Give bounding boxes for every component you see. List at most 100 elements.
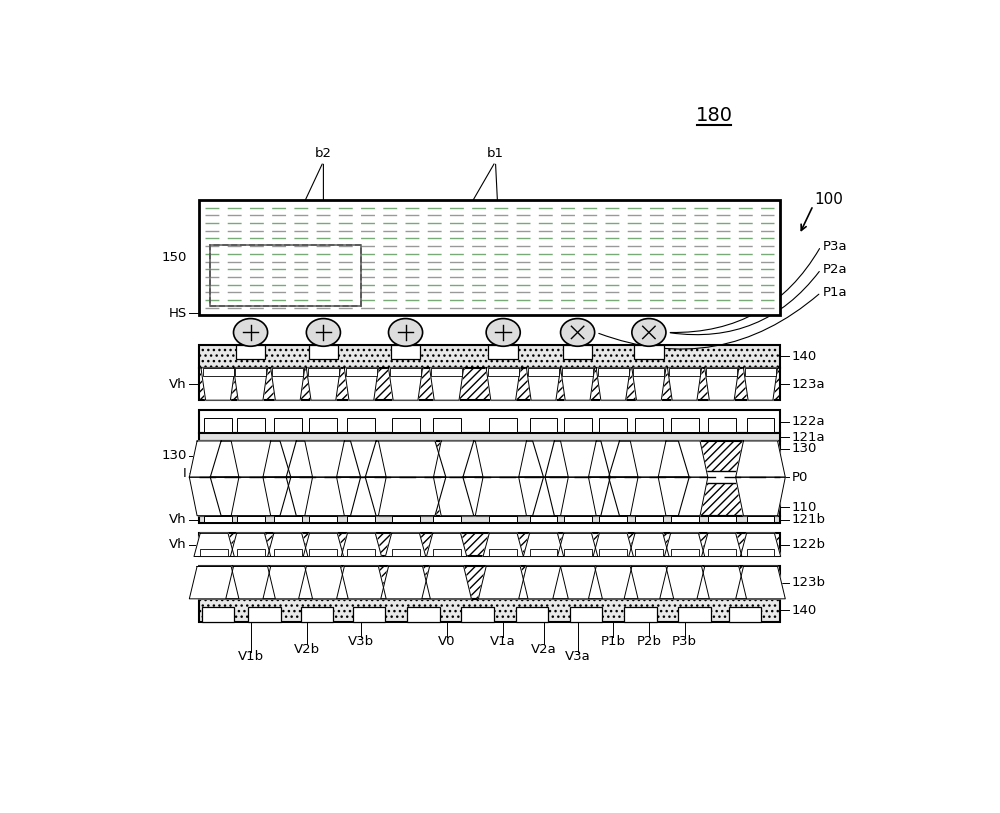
Polygon shape — [624, 567, 674, 599]
Bar — [347, 418, 375, 432]
Bar — [237, 418, 264, 432]
Bar — [516, 606, 548, 622]
Text: 140: 140 — [792, 350, 817, 363]
Text: HS: HS — [169, 307, 187, 320]
Bar — [390, 367, 421, 376]
Bar — [236, 345, 265, 359]
Bar — [309, 345, 338, 359]
Polygon shape — [660, 567, 709, 599]
Text: V3b: V3b — [348, 635, 374, 648]
Polygon shape — [593, 533, 633, 556]
Bar — [199, 441, 780, 515]
Polygon shape — [306, 367, 340, 400]
Bar — [599, 515, 627, 522]
Text: 121b: 121b — [792, 513, 826, 526]
Text: 121a: 121a — [792, 431, 825, 444]
Ellipse shape — [306, 319, 340, 346]
Bar — [199, 567, 780, 599]
Text: V1b: V1b — [237, 650, 264, 663]
Bar — [678, 606, 711, 622]
Polygon shape — [483, 533, 523, 556]
Bar — [274, 418, 302, 432]
Polygon shape — [561, 367, 595, 400]
Polygon shape — [430, 367, 464, 400]
Polygon shape — [523, 533, 564, 556]
Polygon shape — [286, 441, 361, 477]
Polygon shape — [365, 477, 446, 515]
Bar — [199, 345, 780, 367]
Bar — [563, 345, 592, 359]
Bar — [237, 515, 264, 522]
Polygon shape — [210, 441, 291, 477]
Bar — [407, 606, 440, 622]
Polygon shape — [263, 567, 313, 599]
Bar — [635, 549, 663, 556]
Polygon shape — [705, 367, 739, 400]
Text: 110: 110 — [792, 501, 817, 514]
Polygon shape — [268, 533, 308, 556]
Bar — [747, 515, 774, 522]
Bar — [347, 515, 375, 522]
Polygon shape — [433, 441, 483, 477]
Ellipse shape — [632, 319, 666, 346]
Text: P3a: P3a — [822, 240, 847, 253]
Polygon shape — [545, 441, 610, 477]
Polygon shape — [263, 441, 313, 477]
Polygon shape — [519, 441, 568, 477]
Bar — [633, 367, 664, 376]
Polygon shape — [519, 477, 568, 515]
Text: 123b: 123b — [792, 576, 826, 589]
Polygon shape — [303, 533, 344, 556]
Bar — [489, 418, 517, 432]
Polygon shape — [385, 533, 426, 556]
Bar — [210, 245, 361, 307]
Bar — [353, 606, 385, 622]
Polygon shape — [743, 367, 778, 400]
Polygon shape — [658, 441, 708, 477]
Text: 140: 140 — [792, 604, 817, 617]
Bar — [530, 515, 557, 522]
Bar — [564, 549, 592, 556]
Bar — [747, 418, 774, 432]
Text: 130: 130 — [162, 449, 187, 462]
Polygon shape — [201, 367, 235, 400]
Bar — [392, 515, 420, 522]
Text: I: I — [183, 467, 187, 480]
Polygon shape — [337, 567, 386, 599]
Polygon shape — [545, 477, 610, 515]
Polygon shape — [486, 367, 520, 400]
Bar — [392, 549, 420, 556]
Text: 100: 100 — [815, 193, 844, 207]
Bar — [199, 471, 780, 484]
Bar — [489, 549, 517, 556]
Bar — [488, 367, 519, 376]
Polygon shape — [210, 477, 291, 515]
Ellipse shape — [234, 319, 268, 346]
Polygon shape — [341, 533, 382, 556]
Bar — [528, 367, 559, 376]
Bar — [301, 606, 333, 622]
Text: 123a: 123a — [792, 377, 825, 390]
Bar — [199, 533, 780, 556]
Bar — [210, 245, 361, 307]
Text: 122b: 122b — [792, 538, 826, 551]
Polygon shape — [299, 567, 348, 599]
Polygon shape — [337, 441, 386, 477]
Polygon shape — [463, 441, 544, 477]
Bar — [671, 418, 698, 432]
Bar — [199, 433, 780, 441]
Bar — [745, 367, 776, 376]
Bar — [708, 418, 736, 432]
Text: V3a: V3a — [565, 650, 590, 663]
Polygon shape — [632, 367, 666, 400]
Text: P1b: P1b — [601, 635, 626, 648]
Polygon shape — [286, 477, 361, 515]
Polygon shape — [668, 367, 702, 400]
Bar — [199, 200, 780, 315]
Polygon shape — [609, 441, 689, 477]
Polygon shape — [388, 367, 423, 400]
Text: V2a: V2a — [531, 643, 556, 656]
Bar — [706, 367, 737, 376]
Polygon shape — [463, 477, 544, 515]
Polygon shape — [596, 367, 630, 400]
